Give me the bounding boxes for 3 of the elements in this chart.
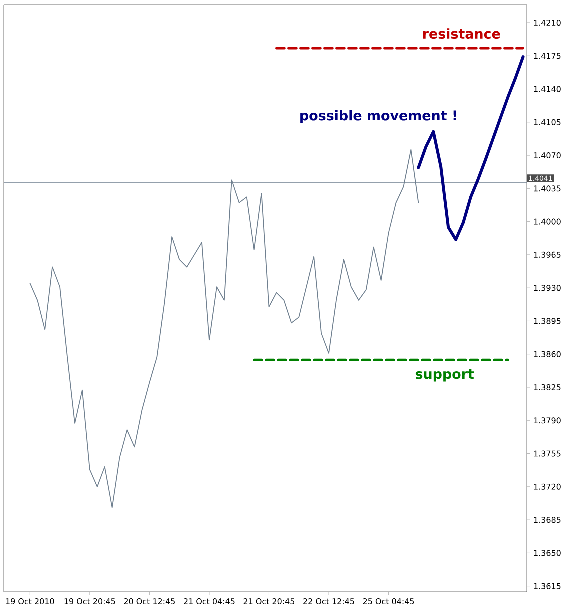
series-label: resistance <box>423 28 500 40</box>
series-label: possible movement ! <box>300 110 456 124</box>
series-label: support <box>416 370 474 382</box>
